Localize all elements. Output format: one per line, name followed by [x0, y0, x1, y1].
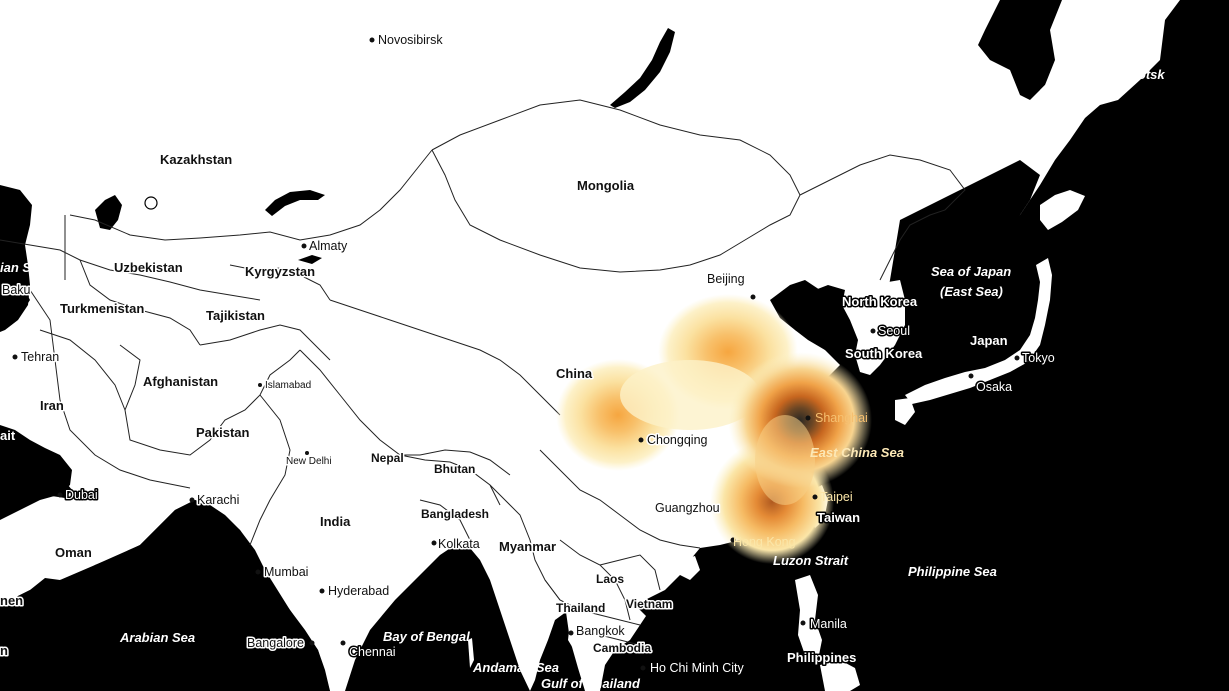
- label-hyderabad: Hyderabad: [328, 584, 389, 598]
- label-bay-of-bengal: Bay of Bengal: [383, 629, 470, 644]
- aral-sea: [95, 195, 122, 230]
- label-kolkata: Kolkata: [438, 537, 480, 551]
- country-borders: [0, 99, 966, 646]
- yellow-sea: [770, 280, 858, 355]
- label-beijing: Beijing: [707, 272, 745, 286]
- japan-honshu: [905, 258, 1052, 404]
- lake-small: [144, 196, 158, 210]
- label-chongqing: Chongqing: [647, 433, 708, 447]
- malay-peninsula: [566, 605, 598, 691]
- label-islamabad: Islamabad: [265, 380, 311, 391]
- label-mongolia: Mongolia: [577, 178, 635, 193]
- label-new-delhi: New Delhi: [286, 456, 332, 467]
- label-turkmenistan: Turkmenistan: [60, 301, 144, 316]
- hainan: [678, 556, 700, 580]
- label-andaman-sea: Andaman Sea: [472, 660, 559, 675]
- label-sea-of-okhotsk: Sea of Okhotsk: [1070, 67, 1165, 82]
- japan-kyushu: [895, 398, 915, 425]
- label-south-korea: South Korea: [845, 346, 923, 361]
- label-taipei: Taipei: [820, 490, 853, 504]
- sakhalin: [1036, 80, 1055, 170]
- label-china: China: [556, 366, 593, 381]
- label-kazakhstan: Kazakhstan: [160, 152, 232, 167]
- lake-balkhash: [265, 190, 325, 216]
- label-bangalore: Bangalore: [247, 636, 304, 650]
- sea-of-japan-water: [885, 160, 1040, 330]
- caspian-sea: [0, 185, 32, 332]
- label-novosibirsk: Novosibirsk: [378, 33, 443, 47]
- label-ho-chi-minh-city: Ho Chi Minh City: [650, 661, 745, 675]
- label-iran: Iran: [40, 398, 64, 413]
- heatmap-layer: [556, 294, 872, 564]
- heat-bridge: [620, 360, 760, 430]
- persian-gulf: [0, 440, 72, 498]
- label-taiwan: Taiwan: [817, 510, 860, 525]
- label-laos: Laos: [596, 572, 624, 586]
- label-mumbai: Mumbai: [264, 565, 308, 579]
- label-osaka: Osaka: [976, 380, 1012, 394]
- label-dubai: Dubai: [65, 488, 98, 502]
- label-india: India: [320, 514, 351, 529]
- label-east-china-sea: East China Sea: [810, 445, 904, 460]
- label-kyrgyzstan: Kyrgyzstan: [245, 264, 315, 279]
- label-east-sea: (East Sea): [940, 284, 1003, 299]
- label-guangzhou: Guangzhou: [655, 501, 720, 515]
- label-baku: Baku: [2, 283, 31, 297]
- andaman: [468, 638, 474, 668]
- label-edge-kuwait: ait: [0, 428, 16, 443]
- label-seoul: Seoul: [878, 324, 910, 338]
- korea: [842, 280, 905, 375]
- label-gulf-of-thailand: Gulf of Thailand: [541, 676, 641, 691]
- label-philippines: Philippines: [787, 650, 856, 665]
- labels: Kazakhstan Mongolia Uzbekistan Kyrgyzsta…: [0, 32, 1165, 691]
- label-afghanistan: Afghanistan: [143, 374, 218, 389]
- label-japan: Japan: [970, 333, 1008, 348]
- label-shanghai: Shanghai: [815, 411, 868, 425]
- label-tokyo: Tokyo: [1022, 351, 1055, 365]
- label-north-korea: North Korea: [842, 294, 918, 309]
- philippines-luzon: [795, 575, 822, 660]
- philippines-south: [820, 660, 860, 691]
- label-hong-kong: Hong Kong: [733, 535, 796, 549]
- label-bangkok: Bangkok: [576, 624, 625, 638]
- label-edge-yemen: nen: [0, 593, 23, 608]
- heat-link: [755, 415, 815, 505]
- label-philippine-sea: Philippine Sea: [908, 564, 997, 579]
- label-nepal: Nepal: [371, 451, 404, 465]
- arabian-sea-water: [0, 500, 330, 691]
- label-oman: Oman: [55, 545, 92, 560]
- label-pakistan: Pakistan: [196, 425, 250, 440]
- issyk-kul: [298, 255, 322, 264]
- label-sea-of-japan: Sea of Japan: [931, 264, 1011, 279]
- label-almaty: Almaty: [309, 239, 348, 253]
- bay-of-bengal-water: [345, 545, 530, 691]
- label-manila: Manila: [810, 617, 847, 631]
- label-bhutan: Bhutan: [434, 462, 475, 476]
- label-tajikistan: Tajikistan: [206, 308, 265, 323]
- label-bangladesh: Bangladesh: [421, 507, 489, 521]
- label-tehran: Tehran: [21, 350, 59, 364]
- label-vietnam: Vietnam: [626, 597, 672, 611]
- label-cambodia: Cambodia: [593, 641, 651, 655]
- label-karachi: Karachi: [197, 493, 239, 507]
- label-edge-caspian: ian Sea: [0, 260, 46, 275]
- label-uzbekistan: Uzbekistan: [114, 260, 183, 275]
- label-thailand: Thailand: [556, 601, 605, 615]
- lake-baikal: [610, 28, 675, 108]
- label-arabian-sea: Arabian Sea: [119, 630, 195, 645]
- japan-hokkaido: [1040, 190, 1085, 230]
- label-chennai: Chennai: [349, 645, 396, 659]
- label-luzon-strait: Luzon Strait: [773, 553, 849, 568]
- label-edge-n: n: [0, 643, 8, 658]
- label-myanmar: Myanmar: [499, 539, 556, 554]
